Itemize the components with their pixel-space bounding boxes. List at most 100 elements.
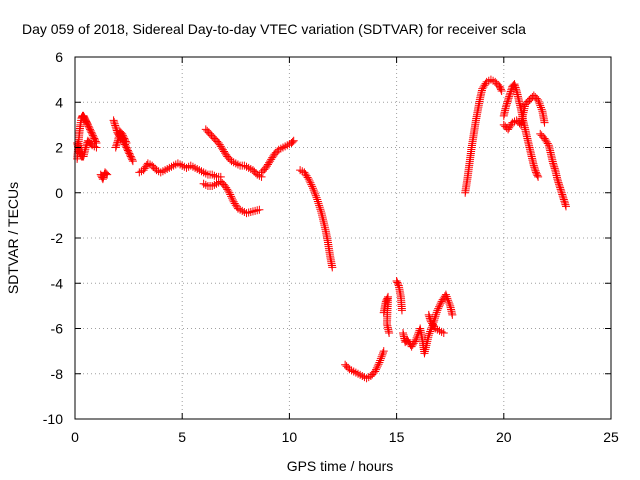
data-point	[506, 87, 515, 96]
x-tick-label: 5	[178, 429, 186, 445]
data-point	[408, 340, 417, 349]
data-point	[349, 367, 358, 376]
data-point	[197, 167, 206, 176]
x-tick-label: 25	[603, 429, 619, 445]
data-point	[221, 149, 230, 158]
data-point	[553, 175, 562, 184]
data-point	[236, 205, 245, 214]
x-tick-label: 10	[282, 429, 298, 445]
data-point	[496, 85, 505, 94]
data-point	[410, 337, 419, 346]
data-point	[255, 205, 264, 214]
data-point	[301, 170, 310, 179]
data-point	[424, 331, 433, 340]
data-point	[156, 168, 165, 177]
data-point	[201, 169, 210, 178]
y-tick-label: -2	[51, 230, 64, 246]
data-point	[432, 308, 441, 317]
data-point	[407, 342, 416, 351]
data-point	[427, 319, 436, 328]
data-point	[549, 159, 558, 168]
data-point	[478, 84, 487, 93]
data-point	[497, 86, 506, 95]
data-point	[141, 162, 150, 171]
data-point	[312, 193, 321, 202]
data-point	[553, 176, 562, 185]
data-point	[555, 181, 564, 190]
data-point	[221, 181, 230, 190]
data-point	[482, 77, 491, 86]
data-point	[442, 292, 451, 301]
data-point	[210, 171, 219, 180]
data-point	[267, 155, 276, 164]
data-point	[512, 85, 521, 94]
data-point	[191, 163, 200, 172]
data-point	[345, 365, 354, 374]
data-point	[121, 137, 130, 146]
data-point	[91, 137, 100, 146]
data-point	[426, 327, 435, 336]
data-point	[169, 161, 178, 170]
data-point	[143, 159, 152, 168]
data-point	[128, 155, 137, 164]
data-point	[510, 80, 519, 89]
data-point	[503, 99, 512, 108]
data-point	[253, 206, 262, 215]
data-point	[347, 366, 356, 375]
data-point	[223, 185, 232, 194]
data-point	[224, 187, 233, 196]
x-tick-label: 15	[389, 429, 405, 445]
data-point	[435, 302, 444, 311]
data-point	[288, 137, 297, 146]
data-point	[210, 180, 219, 189]
data-point	[532, 94, 541, 103]
y-tick-label: 4	[55, 94, 63, 110]
data-point	[435, 300, 444, 309]
data-point	[504, 95, 513, 104]
data-point	[480, 81, 489, 90]
data-point	[140, 164, 149, 173]
data-point	[556, 185, 565, 194]
data-point	[558, 192, 567, 201]
data-point	[278, 143, 287, 152]
data-point	[443, 294, 452, 303]
x-tick-label: 20	[496, 429, 512, 445]
data-point	[397, 306, 406, 315]
data-point	[244, 208, 253, 217]
data-point	[222, 183, 231, 192]
data-point	[542, 137, 551, 146]
data-point	[92, 143, 101, 152]
data-point	[111, 121, 120, 130]
data-point	[111, 123, 120, 132]
data-point	[356, 370, 365, 379]
data-point	[304, 175, 313, 184]
data-point	[220, 147, 229, 156]
data-point	[81, 143, 90, 152]
data-point	[302, 171, 311, 180]
data-point	[372, 365, 381, 374]
data-point	[102, 169, 111, 178]
y-axis-label: SDTVAR / TECUs	[5, 182, 21, 294]
data-point	[112, 140, 121, 149]
data-point	[540, 118, 549, 127]
data-point	[208, 170, 217, 179]
data-point	[225, 188, 234, 197]
data-point	[109, 116, 118, 125]
y-tick-label: -6	[51, 321, 64, 337]
data-point	[248, 207, 257, 216]
data-point	[441, 290, 450, 299]
data-point	[536, 101, 545, 110]
data-point	[231, 201, 240, 210]
data-point	[437, 327, 446, 336]
data-points	[73, 75, 570, 383]
data-point	[351, 368, 360, 377]
data-point	[240, 161, 249, 170]
data-point	[504, 94, 513, 103]
data-point	[504, 125, 513, 134]
data-point	[506, 122, 515, 131]
data-point	[534, 95, 543, 104]
data-point	[313, 195, 322, 204]
data-point	[226, 190, 235, 199]
data-point	[533, 171, 542, 180]
